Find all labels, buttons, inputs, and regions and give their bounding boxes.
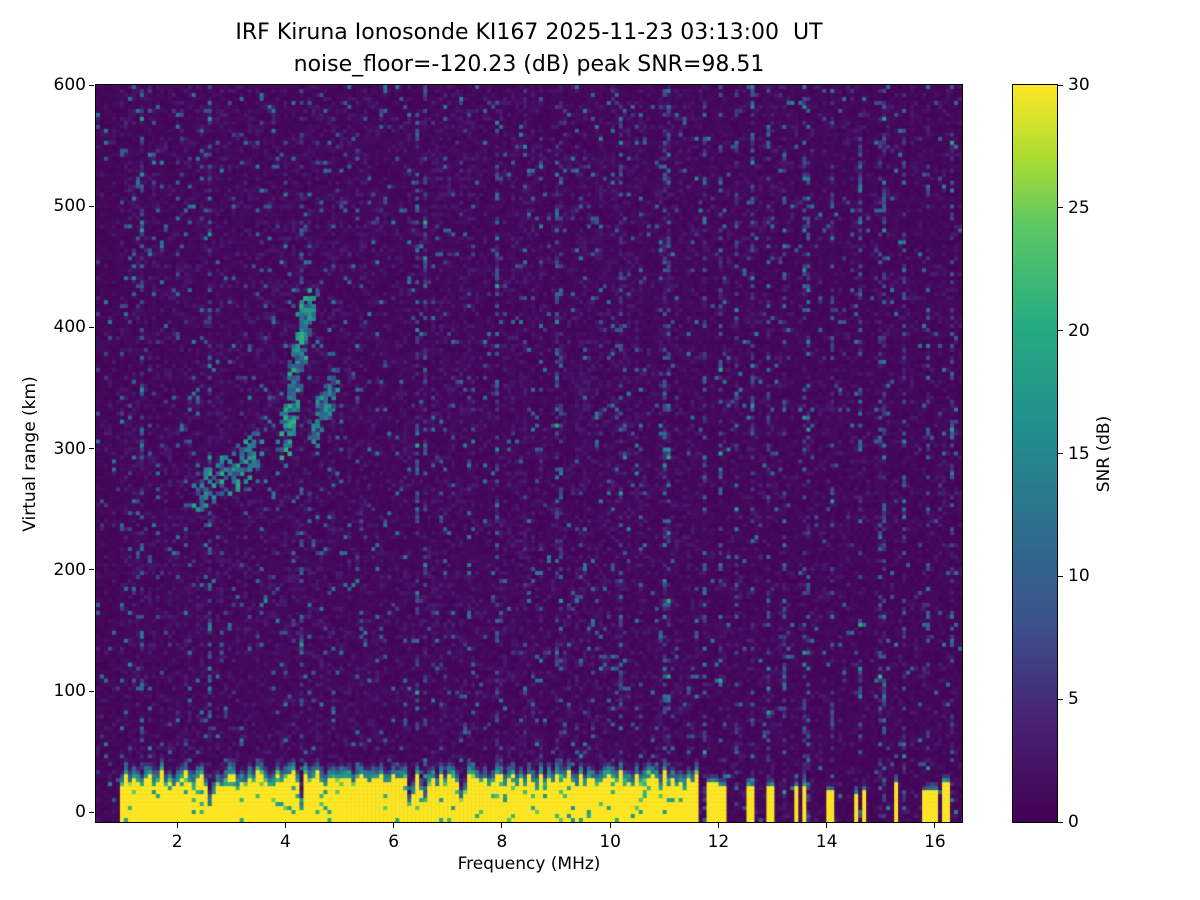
colorbar-tick-mark xyxy=(1058,575,1063,577)
x-tick-label: 10 xyxy=(599,832,621,852)
y-tick-label: 100 xyxy=(53,681,86,702)
plot-area xyxy=(95,84,963,823)
colorbar-tick-mark xyxy=(1058,453,1063,454)
colorbar-tick-label: 20 xyxy=(1068,320,1090,341)
x-tick-label: 14 xyxy=(815,832,838,852)
colorbar-tick-label: 30 xyxy=(1068,75,1090,95)
x-tick-mark xyxy=(176,823,178,828)
y-tick-label: 600 xyxy=(53,75,86,95)
y-tick-mark xyxy=(89,326,94,328)
colorbar-gradient-canvas xyxy=(1013,85,1057,822)
x-tick-mark xyxy=(393,823,395,828)
y-tick-label: 200 xyxy=(53,559,86,580)
ionogram-heatmap-canvas xyxy=(96,85,962,822)
chart-subtitle: noise_floor=-120.23 (dB) peak SNR=98.51 xyxy=(293,52,765,77)
colorbar-label: SNR (dB) xyxy=(1094,415,1114,493)
colorbar-tick-mark xyxy=(1058,698,1063,700)
x-tick-mark xyxy=(284,823,286,828)
y-tick-mark xyxy=(89,811,94,813)
x-tick-label: 4 xyxy=(280,832,291,852)
colorbar-tick-label: 0 xyxy=(1068,812,1079,832)
y-tick-mark xyxy=(89,448,94,450)
x-tick-mark xyxy=(501,823,503,828)
y-tick-label: 300 xyxy=(53,438,86,459)
x-tick-label: 8 xyxy=(496,832,508,852)
colorbar-tick-mark xyxy=(1058,821,1063,823)
y-tick-label: 500 xyxy=(53,196,86,217)
colorbar-tick-mark xyxy=(1058,84,1063,86)
y-tick-mark xyxy=(89,205,94,207)
colorbar-tick-label: 5 xyxy=(1068,689,1079,710)
x-tick-mark xyxy=(826,823,828,828)
colorbar-tick-label: 25 xyxy=(1068,197,1090,218)
x-axis-label: Frequency (MHz) xyxy=(457,854,601,874)
y-tick-label: 0 xyxy=(75,802,86,823)
colorbar-tick-mark xyxy=(1058,207,1063,209)
colorbar-tick-label: 10 xyxy=(1068,566,1090,587)
x-tick-label: 6 xyxy=(388,832,400,852)
x-tick-label: 12 xyxy=(707,832,730,852)
y-tick-label: 400 xyxy=(53,317,86,338)
y-tick-mark xyxy=(89,690,94,692)
x-tick-mark xyxy=(934,823,936,828)
x-tick-mark xyxy=(609,823,611,828)
chart-title: IRF Kiruna Ionosonde KI167 2025-11-23 03… xyxy=(235,20,823,45)
y-tick-mark xyxy=(89,569,94,571)
x-tick-mark xyxy=(717,823,719,828)
colorbar-tick-mark xyxy=(1058,330,1063,332)
x-tick-label: 2 xyxy=(171,832,183,852)
y-tick-mark xyxy=(89,84,94,86)
colorbar xyxy=(1012,84,1058,823)
x-tick-label: 16 xyxy=(924,832,946,852)
colorbar-tick-label: 15 xyxy=(1068,443,1090,464)
